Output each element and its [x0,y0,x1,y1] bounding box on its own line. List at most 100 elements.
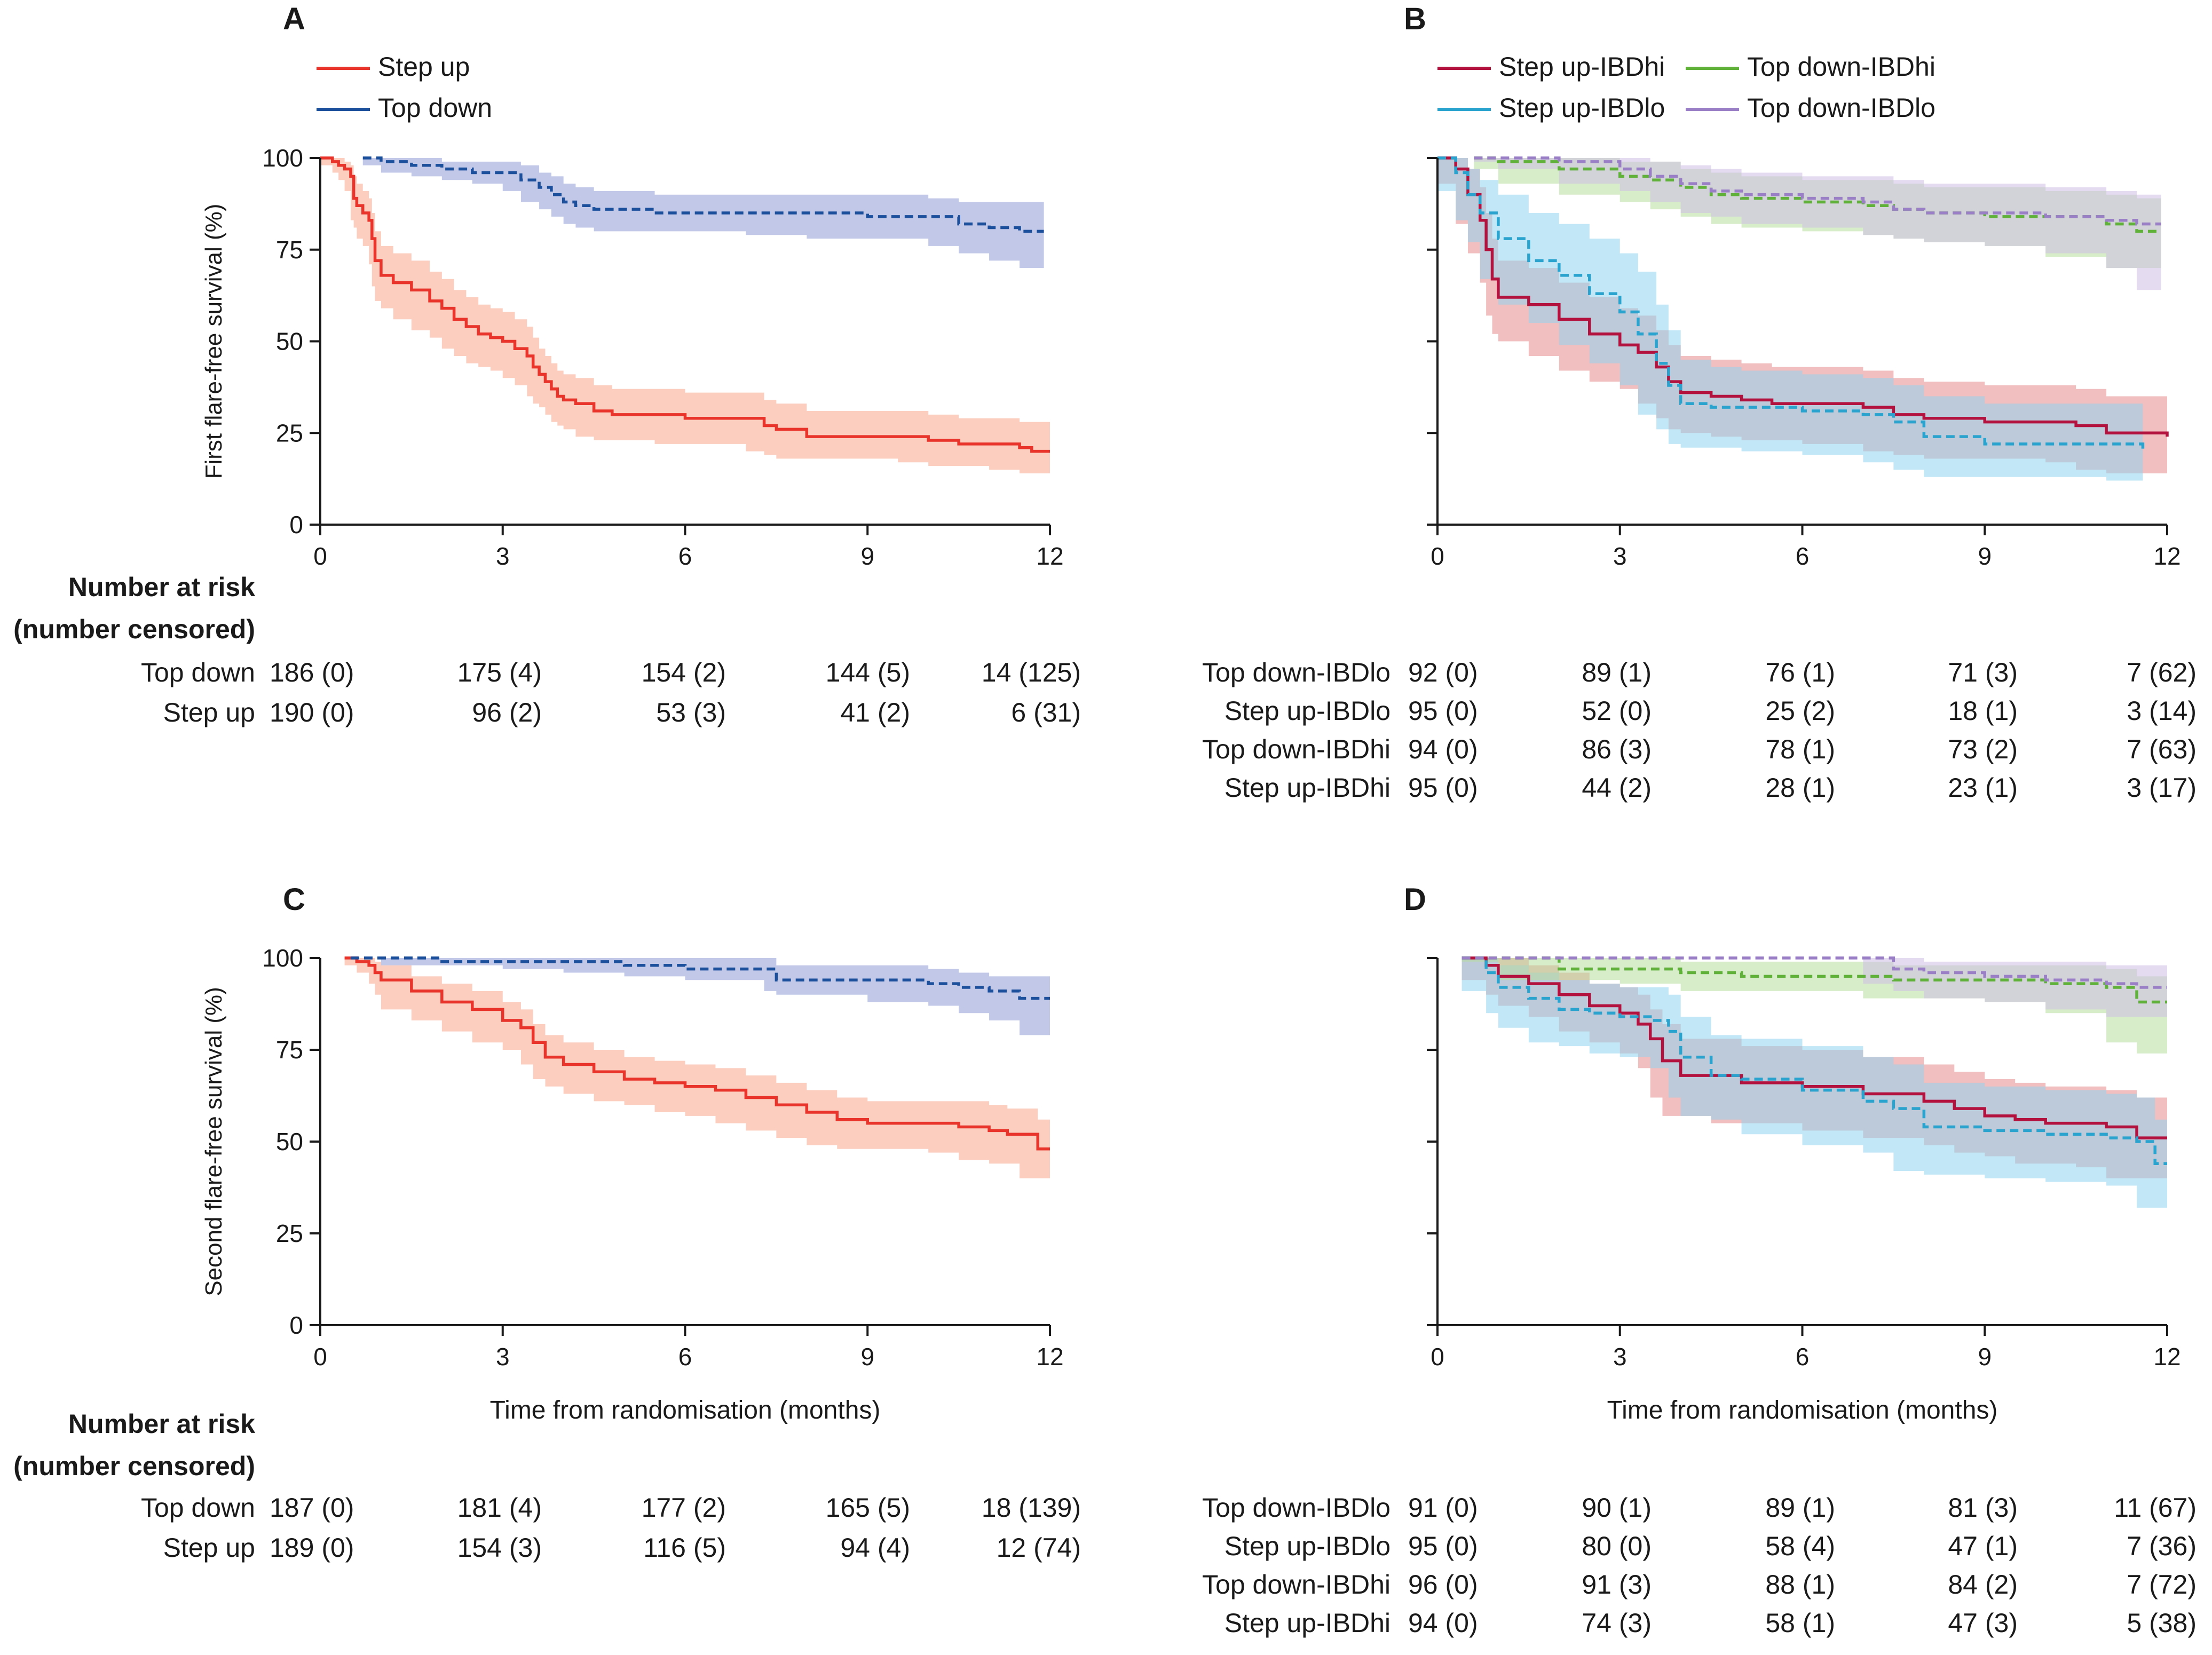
y-tick-label: 75 [276,1036,303,1064]
risk-cell: 189 (0) [270,1533,354,1563]
legend-label: Step up-IBDhi [1499,52,1665,82]
risk-cell: 175 (4) [457,658,542,687]
risk-row-label: Step up [163,1533,255,1563]
panel-label: C [283,882,305,917]
x-tick-label: 9 [860,542,874,570]
panel-d: D 0 3 6 9 12 Time from randomisation (months) T… [1202,882,2197,1638]
risk-cell: 47 (1) [1948,1531,2018,1561]
y-tick-label: 50 [276,1128,303,1155]
legend-label: Step up [378,52,470,82]
legend-label: Step up-IBDlo [1499,93,1665,123]
risk-cell: 7 (36) [2127,1531,2197,1561]
series-line-top-down-lo [1462,956,2167,989]
risk-cell: 7 (72) [2127,1570,2197,1599]
legend-label: Top down [378,93,492,123]
risk-table: Top down-IBDlo 91 (0) 90 (1) 89 (1) 81 (3) 11… [1202,1493,2197,1638]
band-step-up [320,158,1050,473]
risk-row-label: Top down-IBDlo [1202,658,1391,687]
risk-cell: 44 (2) [1582,773,1652,803]
risk-cell: 7 (62) [2127,658,2197,687]
risk-row-label: Step up-IBDlo [1224,1531,1391,1561]
series-line-top-down-hi [1462,956,2167,1004]
risk-cell: 80 (0) [1582,1531,1652,1561]
risk-cell: 52 (0) [1582,696,1652,726]
risk-cell: 96 (2) [472,698,542,727]
y-tick-label: 100 [262,144,303,172]
risk-cell: 11 (67) [2114,1493,2197,1523]
x-tick-label: 12 [2153,1343,2181,1371]
y-tick-label: 25 [276,1220,303,1247]
x-tick-label: 0 [1431,1343,1444,1371]
y-tick-label: 75 [276,236,303,264]
risk-cell: 89 (1) [1582,658,1652,687]
risk-cell: 91 (3) [1582,1570,1652,1599]
risk-table: Top down 187 (0) 181 (4) 177 (2) 165 (5) 18 (… [141,1493,1081,1563]
legend: Step up-IBDhi Step up-IBDlo Top down-IBDhi… [1437,52,1936,123]
risk-cell: 47 (3) [1948,1608,2018,1638]
series-line-top-down [350,956,1050,1000]
panel-label: D [1404,882,1426,917]
risk-cell: 88 (1) [1765,1570,1835,1599]
series-line-top-down [362,156,1044,233]
risk-cell: 165 (5) [826,1493,910,1523]
risk-table: Top down-IBDlo 92 (0) 89 (1) 76 (1) 71 (3) 7 … [1202,658,2197,803]
panel-c: C 0 25 50 75 100 0 3 6 9 12 Second flare-free survi… [13,882,1081,1563]
y-tick-label: 100 [262,944,303,972]
risk-cell: 81 (3) [1948,1493,2018,1523]
risk-row-label: Step up [163,698,255,727]
band-top-down [350,958,1050,1035]
risk-cell: 95 (0) [1408,696,1478,726]
y-tick-label: 0 [289,1311,303,1339]
risk-header-title: Number at risk [68,572,255,602]
x-tick-label: 6 [678,1343,692,1371]
risk-cell: 71 (3) [1948,658,2018,687]
x-tick-label: 3 [496,542,510,570]
x-tick-label: 9 [1978,1343,1992,1371]
x-axis-label: Time from randomisation (months) [1607,1396,1998,1424]
risk-cell: 154 (2) [642,658,726,687]
risk-cell: 94 (4) [840,1533,910,1563]
risk-cell: 92 (0) [1408,658,1478,687]
risk-cell: 78 (1) [1765,734,1835,764]
risk-cell: 3 (17) [2127,773,2197,803]
y-tick-label: 25 [276,419,303,447]
y-tick-label: 50 [276,328,303,355]
series-line-step-up [344,956,1050,1151]
risk-row-label: Top down [141,1493,255,1523]
risk-cell: 58 (4) [1765,1531,1835,1561]
risk-cell: 94 (0) [1408,734,1478,764]
risk-row-label: Top down-IBDlo [1202,1493,1391,1523]
risk-cell: 95 (0) [1408,1531,1478,1561]
risk-cell: 74 (3) [1582,1608,1652,1638]
panel-label: B [1404,2,1426,36]
x-tick-label: 9 [1978,542,1992,570]
risk-cell: 53 (3) [656,698,726,727]
x-tick-label: 12 [1036,1343,1063,1371]
risk-header-subtitle: (number censored) [13,614,255,644]
risk-cell: 187 (0) [270,1493,354,1523]
risk-cell: 5 (38) [2127,1608,2197,1638]
risk-row-label: Step up-IBDlo [1224,696,1391,726]
risk-cell: 186 (0) [270,658,354,687]
risk-cell: 12 (74) [997,1533,1081,1563]
risk-cell: 28 (1) [1765,773,1835,803]
risk-cell: 41 (2) [840,698,910,727]
risk-cell: 73 (2) [1948,734,2018,764]
risk-cell: 6 (31) [1011,698,1081,727]
risk-header-subtitle: (number censored) [13,1451,255,1481]
x-tick-label: 6 [678,542,692,570]
y-axis-label: Second flare-free survival (%) [201,987,227,1296]
risk-cell: 96 (0) [1408,1570,1478,1599]
risk-cell: 25 (2) [1765,696,1835,726]
risk-header-title: Number at risk [68,1409,255,1439]
plot-layer: A 0 25 50 75 100 0 3 6 9 12 First flare-free surviv… [13,2,2197,1638]
series-line-top-down-lo [1474,156,2161,226]
risk-cell: 177 (2) [642,1493,726,1523]
y-axis-label: First flare-free survival (%) [201,204,227,479]
risk-cell: 181 (4) [457,1493,542,1523]
risk-row-label: Top down-IBDhi [1202,1570,1391,1599]
x-tick-label: 9 [860,1343,874,1371]
x-tick-label: 6 [1796,542,1810,570]
